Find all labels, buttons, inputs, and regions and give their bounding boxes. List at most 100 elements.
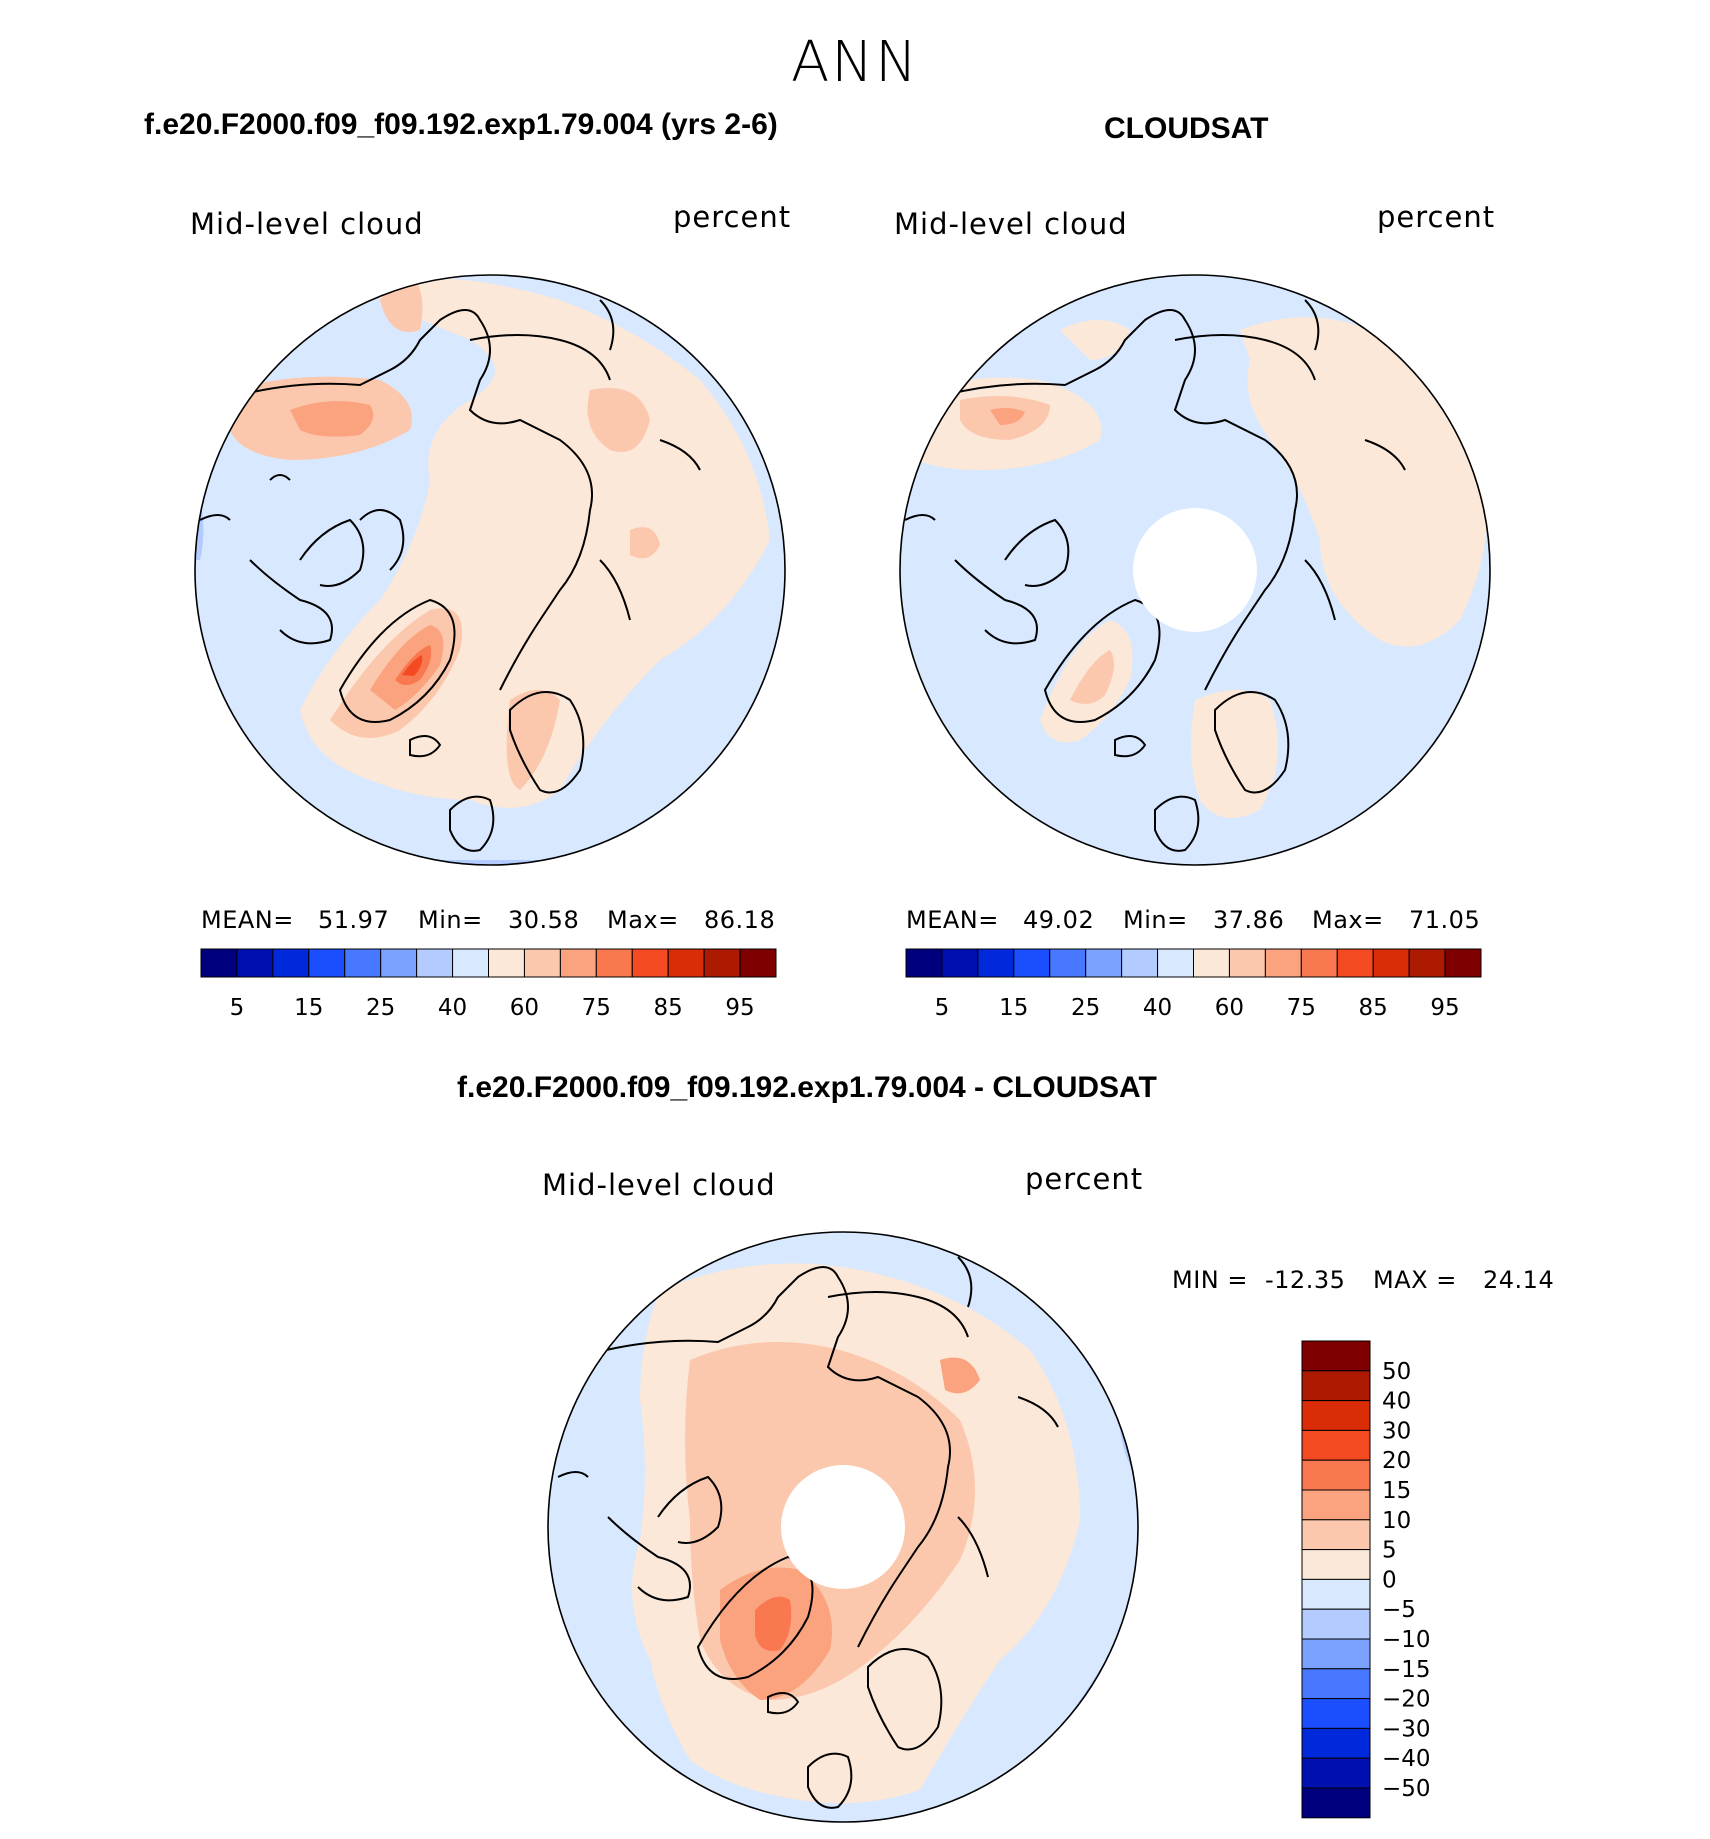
panel2-min-label: Min=: [1123, 906, 1188, 934]
panel3-colorbar-box-8: [1301, 1578, 1371, 1610]
panel1-colorbar-tick-label: 40: [438, 995, 467, 1021]
panel1-units-label: percent: [673, 200, 792, 234]
panel2-colorbar-box-2: [977, 948, 1015, 978]
panel3-colorbar-box-4: [1301, 1459, 1371, 1491]
panel3-variable-label: Mid-level cloud: [542, 1168, 776, 1202]
panel1-mean-label: MEAN=: [201, 906, 294, 934]
panel3-colorbar-tick-label: −5: [1382, 1597, 1416, 1623]
panel1-field-70-75-siberia: [290, 401, 374, 437]
panel2-field-50-60-pacific: [1240, 317, 1490, 647]
panel1-colorbar-box-15: [739, 948, 777, 978]
panel3-colorbar-tick-label: −40: [1382, 1746, 1431, 1772]
panel1-field-80-85-greenland: [402, 655, 423, 676]
panel2-colorbar-box-0: [905, 948, 943, 978]
panel1-colorbar-tick-label: 95: [725, 995, 754, 1021]
panel1-colorbar-box-7: [452, 948, 489, 978]
panel2-colorbar-box-7: [1157, 948, 1194, 978]
panel3-colorbar-box-7: [1301, 1549, 1371, 1580]
panel3-colorbar-tick-label: 20: [1382, 1448, 1411, 1474]
panel1-colorbar-tick-label: 25: [366, 995, 395, 1021]
panel1-colorbar-box-11: [595, 948, 633, 978]
panel2-colorbar-box-15: [1444, 948, 1482, 978]
panel3-colorbar-box-10: [1301, 1638, 1371, 1670]
panel1-colorbar-box-4: [344, 948, 382, 978]
panel3-colorbar-box-15: [1301, 1787, 1371, 1819]
panel2-polar-data-gap: [1133, 508, 1257, 632]
season-title: ANN: [790, 30, 920, 95]
panel2-field-70-75-siberia: [990, 407, 1025, 425]
panel2-title: CLOUDSAT: [1104, 112, 1269, 145]
panel2-map-border: [899, 274, 1491, 866]
panel1-field-60-70-bering: [630, 527, 660, 559]
panel2-min-value: 37.86: [1213, 906, 1285, 934]
panel3-colorbar-box-1: [1301, 1370, 1371, 1402]
panel3-colorbar-box-12: [1301, 1698, 1371, 1729]
panel3-colorbar-tick-label: 30: [1382, 1418, 1411, 1444]
panel1-map-border: [194, 274, 786, 866]
panel1-min-value: 30.58: [508, 906, 580, 934]
panel3-field-15-20: [755, 1596, 792, 1651]
panel3-colorbar-box-9: [1301, 1608, 1371, 1640]
panel2-colorbar-box-5: [1085, 948, 1123, 978]
panel2-mean-label: MEAN=: [906, 906, 999, 934]
panel2-colorbar-tick-label: 60: [1215, 995, 1244, 1021]
panel2-colorbar-box-6: [1121, 948, 1159, 978]
panel3-colorbar-tick-label: −10: [1382, 1627, 1431, 1653]
panel3-colorbar-box-11: [1301, 1668, 1371, 1700]
panel1-coastlines: [199, 299, 701, 852]
panel3-title: f.e20.F2000.f09_f09.192.exp1.79.004 - CL…: [457, 1071, 1157, 1104]
panel1-colorbar-box-2: [272, 948, 310, 978]
panel1-colorbar-tick-label: 85: [654, 995, 683, 1021]
panel3-units-label: percent: [1025, 1162, 1144, 1196]
panel3-map: [547, 1231, 1139, 1823]
panel3-colorbar-tick-label: 15: [1382, 1478, 1411, 1504]
panel1-colorbar-box-10: [559, 948, 597, 978]
panel1-colorbar-box-8: [488, 948, 525, 978]
panel2-units-label: percent: [1377, 200, 1496, 234]
panel2-colorbar-box-11: [1300, 948, 1338, 978]
panel1-max-label: Max=: [607, 906, 679, 934]
panel3-colorbar-box-3: [1301, 1429, 1371, 1461]
panel2-colorbar-tick-label: 5: [935, 995, 950, 1021]
panel2-colorbar-tick-label: 15: [999, 995, 1028, 1021]
panel3-colorbar-tick-label: 50: [1382, 1359, 1411, 1385]
panel2-field-50-60-europe: [1191, 690, 1278, 818]
panel3-colorbar-box-14: [1301, 1757, 1371, 1789]
panel3-colorbar-tick-label: −50: [1382, 1776, 1431, 1802]
panel2-colorbar: 5 15 25 40 60 75 85 95: [905, 948, 1482, 1021]
panel1-colorbar-box-12: [631, 948, 669, 978]
panel3-min-value: -12.35: [1265, 1266, 1346, 1294]
panel3-colorbar-box-2: [1301, 1400, 1371, 1431]
panel2-colorbar-box-12: [1336, 948, 1374, 978]
panel3-colorbar-tick-label: 0: [1382, 1567, 1397, 1593]
panel2-colorbar-tick-label: 40: [1143, 995, 1172, 1021]
panel2-colorbar-box-13: [1372, 948, 1410, 978]
panel2-colorbar-box-9: [1228, 948, 1266, 978]
panel3-max-label: MAX =: [1373, 1266, 1457, 1294]
panel2-max-value: 71.05: [1409, 906, 1481, 934]
panel1-colorbar-tick-label: 15: [294, 995, 323, 1021]
panel3-colorbar-tick-label: −15: [1382, 1657, 1431, 1683]
panel2-colorbar-tick-label: 85: [1359, 995, 1388, 1021]
panel3-field-10-15-pacific: [940, 1357, 980, 1394]
panel3-colorbar-tick-label: 5: [1382, 1538, 1397, 1564]
panel1-colorbar-box-5: [380, 948, 418, 978]
panel3-colorbar-tick-label: −20: [1382, 1687, 1431, 1713]
panel3-min-label: MIN =: [1172, 1266, 1248, 1294]
panel1-colorbar-tick-label: 5: [230, 995, 245, 1021]
panel2-field-60-70-greenland: [1070, 650, 1114, 704]
panel1-mean-value: 51.97: [318, 906, 390, 934]
panel2-colorbar-box-1: [941, 948, 979, 978]
panel3-colorbar-box-0: [1301, 1340, 1371, 1372]
panel2-map: [899, 274, 1491, 866]
panel1-variable-label: Mid-level cloud: [190, 207, 424, 241]
panel3-colorbar-box-5: [1301, 1489, 1371, 1521]
panel3-map-border: [547, 1231, 1139, 1823]
panel3-colorbar-box-13: [1301, 1727, 1371, 1759]
panel2-max-label: Max=: [1312, 906, 1384, 934]
panel1-colorbar-box-13: [667, 948, 705, 978]
panel3-colorbar-tick-label: −30: [1382, 1716, 1431, 1742]
panel3-coastlines: [557, 1256, 1059, 1809]
panel2-colorbar-tick-label: 95: [1430, 995, 1459, 1021]
